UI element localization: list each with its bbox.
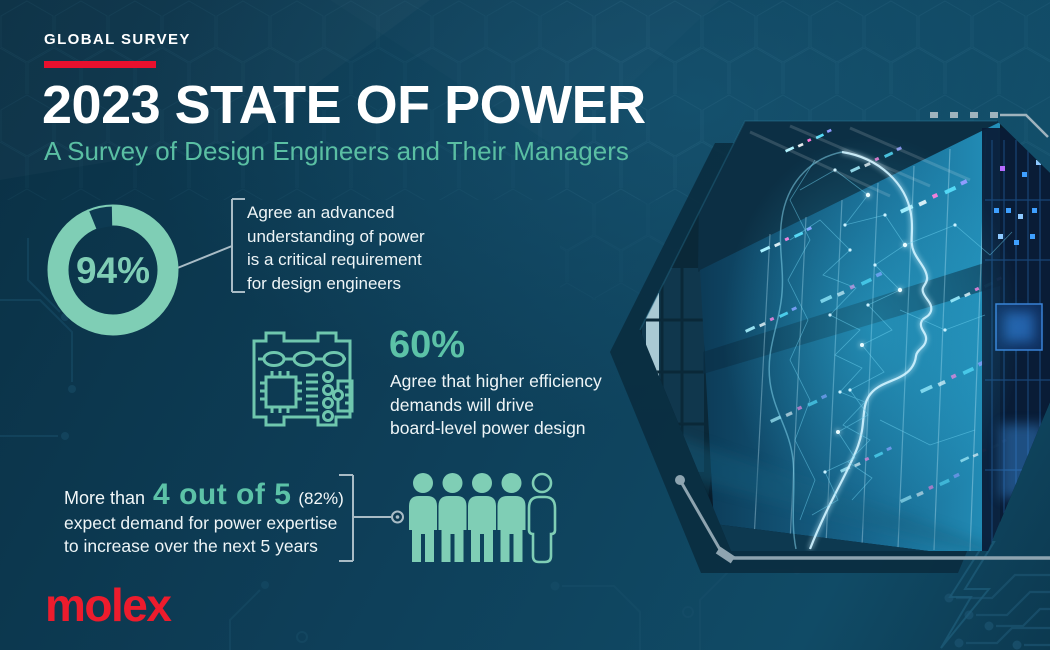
stat-82-block: More than 4 out of 5 (82%) expect demand… — [64, 478, 364, 558]
hexagon-shadow — [610, 143, 1020, 573]
bolt-outline — [940, 541, 996, 649]
molex-logo: molex — [45, 579, 172, 631]
person-icon-filled — [468, 473, 496, 562]
donut-chart-94: 94% — [47, 203, 179, 336]
stat-60-value: 60% — [389, 324, 466, 366]
people-icons — [409, 472, 557, 564]
stat-82-prefix: More than — [64, 488, 146, 508]
accent-bar — [44, 61, 156, 68]
hexagon-elbow-line — [675, 475, 1050, 564]
page-title: 2023 STATE OF POWER — [42, 75, 646, 135]
stat-94-caption: Agree an advanced understanding of power… — [247, 203, 425, 293]
eyebrow-label: GLOBAL SURVEY — [44, 31, 191, 48]
page-subtitle: A Survey of Design Engineers and Their M… — [44, 136, 629, 166]
donut-value: 94% — [76, 250, 150, 291]
stat-82-percent: (82%) — [298, 489, 344, 508]
person-icon-filled — [409, 473, 437, 562]
circuit-board-icon — [252, 331, 354, 427]
person-icon-outline — [527, 472, 557, 564]
stat-82-caption: expect demand for power expertise to inc… — [64, 513, 338, 556]
stat-60-caption: Agree that higher efficiency demands wil… — [390, 371, 602, 438]
bracket-94 — [231, 198, 245, 293]
dash-decor — [930, 112, 1049, 138]
person-icon-filled — [438, 473, 467, 562]
person-icon-filled — [497, 473, 526, 562]
leader-dot-82 — [391, 510, 404, 524]
stat-82-highlight: 4 out of 5 — [153, 478, 292, 511]
